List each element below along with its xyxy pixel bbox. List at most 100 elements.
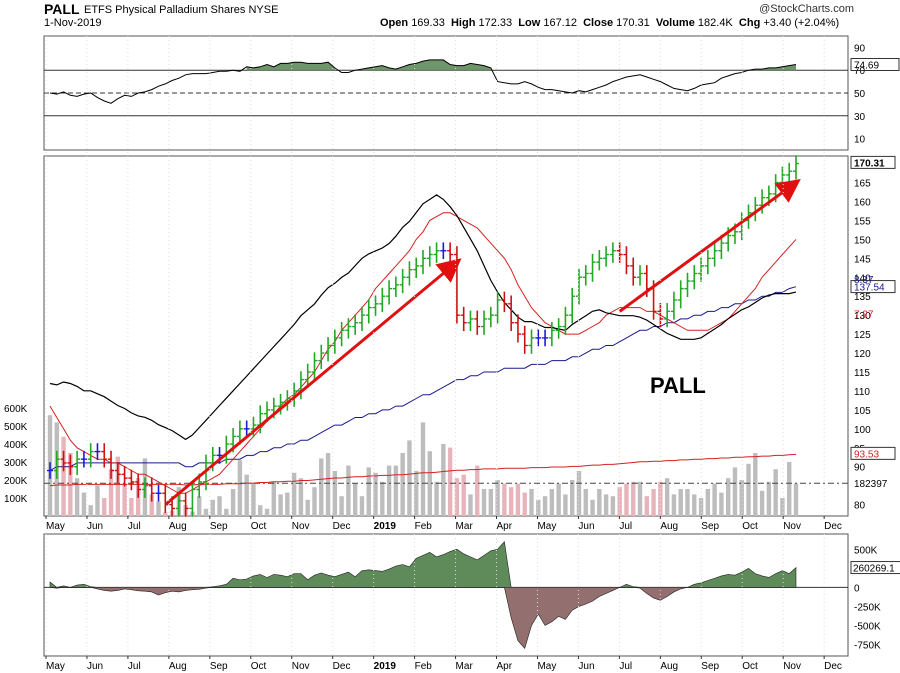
quote-summary: Open 169.33 High 172.33 Low 167.12 Close…	[380, 17, 839, 29]
volume-bar	[441, 444, 446, 516]
volume-bar	[115, 456, 121, 516]
x-tick-label: Jun	[578, 521, 594, 532]
indicator-tick-label: 90	[854, 43, 866, 54]
money-flow-tick-label: -250K	[854, 602, 881, 613]
volume-last-value: 182397	[854, 479, 888, 490]
x-tick-label: Sep	[701, 521, 719, 532]
volume-bar	[251, 483, 256, 516]
volume-bar	[427, 451, 432, 516]
x-tick-label: Nov	[292, 661, 310, 672]
volume-bar	[780, 498, 785, 516]
volume-bar	[664, 478, 670, 516]
volume-bar	[508, 487, 514, 516]
x-tick-label: Aug	[660, 661, 678, 672]
x-tick-label: Dec	[333, 521, 351, 532]
chg-label: Chg	[738, 17, 761, 29]
trend-arrow-1	[164, 258, 462, 506]
x-tick-label: Oct	[742, 521, 758, 532]
volume-bar	[210, 499, 215, 516]
volume-tick-label: 300K	[4, 458, 28, 469]
volume-bar	[163, 512, 168, 516]
volume-bar	[61, 436, 66, 516]
price-tick-label: 90	[854, 463, 866, 474]
volume-bar	[590, 499, 595, 516]
volume-bar	[305, 499, 310, 516]
ma-short-value: 93.53	[854, 449, 879, 460]
volume-bar	[725, 478, 731, 516]
volume-bar	[244, 474, 249, 516]
indicator-tick-label: 50	[854, 89, 866, 100]
moving-average-200	[49, 453, 797, 487]
chart-annotation: PALL	[650, 373, 706, 398]
trend-arrow-2	[618, 178, 801, 313]
x-tick-label: Aug	[660, 521, 678, 532]
volume-label: Volume	[655, 17, 695, 29]
low-value: 167.12	[543, 17, 577, 29]
price-last-value: 170.31	[854, 158, 885, 169]
indicator-overbought-fill	[361, 59, 491, 71]
x-tick-label: Feb	[415, 521, 433, 532]
price-panel: 8090951001051101151201251301351401451501…	[4, 155, 896, 517]
volume-bar	[637, 481, 643, 516]
volume-bar	[203, 508, 209, 516]
price-last-value-box	[850, 155, 896, 169]
indicator-tick-label: 10	[854, 135, 866, 146]
volume-bar	[88, 505, 93, 516]
volume-bar	[332, 471, 338, 516]
volume-tick-label: 500K	[4, 422, 28, 433]
volume-bar	[271, 481, 276, 516]
volume-bar	[366, 467, 371, 516]
x-tick-label: Jun	[87, 661, 103, 672]
open-label: Open	[380, 17, 409, 29]
volume-bar	[298, 478, 304, 516]
volume-bar	[712, 483, 717, 516]
x-tick-label: Feb	[415, 661, 433, 672]
indicator-overbought-fill	[246, 62, 335, 71]
x-tick-label: Nov	[783, 521, 801, 532]
volume-bar	[753, 453, 758, 516]
high-value: 172.33	[478, 17, 513, 29]
price-tick-label: 115	[854, 368, 870, 379]
volume-bar	[102, 498, 107, 516]
x-tick-label: Apr	[497, 521, 513, 532]
volume-bar	[230, 489, 236, 516]
volume-bar	[373, 472, 378, 516]
volume-bar	[81, 492, 87, 516]
volume-bar	[732, 467, 738, 516]
volume-bar	[698, 498, 704, 516]
volume-bar	[407, 440, 412, 516]
price-tick-label: 135	[854, 292, 871, 303]
volume-bar	[352, 483, 358, 516]
volume-tick-label: 200K	[4, 476, 28, 487]
x-tick-label: Aug	[169, 661, 187, 672]
volume-bar	[773, 469, 778, 516]
x-tick-label: May	[46, 521, 65, 532]
x-tick-label: Jul	[619, 661, 632, 672]
volume-bar	[583, 489, 588, 516]
high-label: High	[450, 17, 476, 29]
price-tick-label: 120	[854, 349, 871, 360]
volume-bar	[617, 487, 622, 516]
volume-bar	[631, 481, 636, 516]
indicator-line	[49, 59, 797, 104]
volume-bar	[624, 483, 629, 516]
open-value: 169.33	[411, 17, 445, 29]
volume-bar	[488, 489, 494, 516]
money-flow-last-value-box	[850, 561, 900, 575]
volume-bar	[454, 478, 460, 516]
volume-bar	[692, 494, 697, 516]
x-tick-label: Sep	[701, 661, 719, 672]
volume-bar	[95, 485, 100, 516]
volume-bar	[563, 494, 568, 516]
volume-bar	[542, 496, 548, 516]
price-tick-label: 150	[854, 235, 871, 246]
price-tick-label: 155	[854, 216, 871, 227]
x-tick-label: Dec	[333, 661, 351, 672]
volume-bar	[108, 469, 114, 516]
volume-bar	[461, 474, 466, 516]
volume-bar	[129, 498, 134, 516]
ma-long-value: 137.54	[854, 283, 885, 294]
volume-bar	[644, 496, 649, 516]
volume-bar	[359, 496, 365, 516]
panel-frame-1	[43, 155, 849, 517]
